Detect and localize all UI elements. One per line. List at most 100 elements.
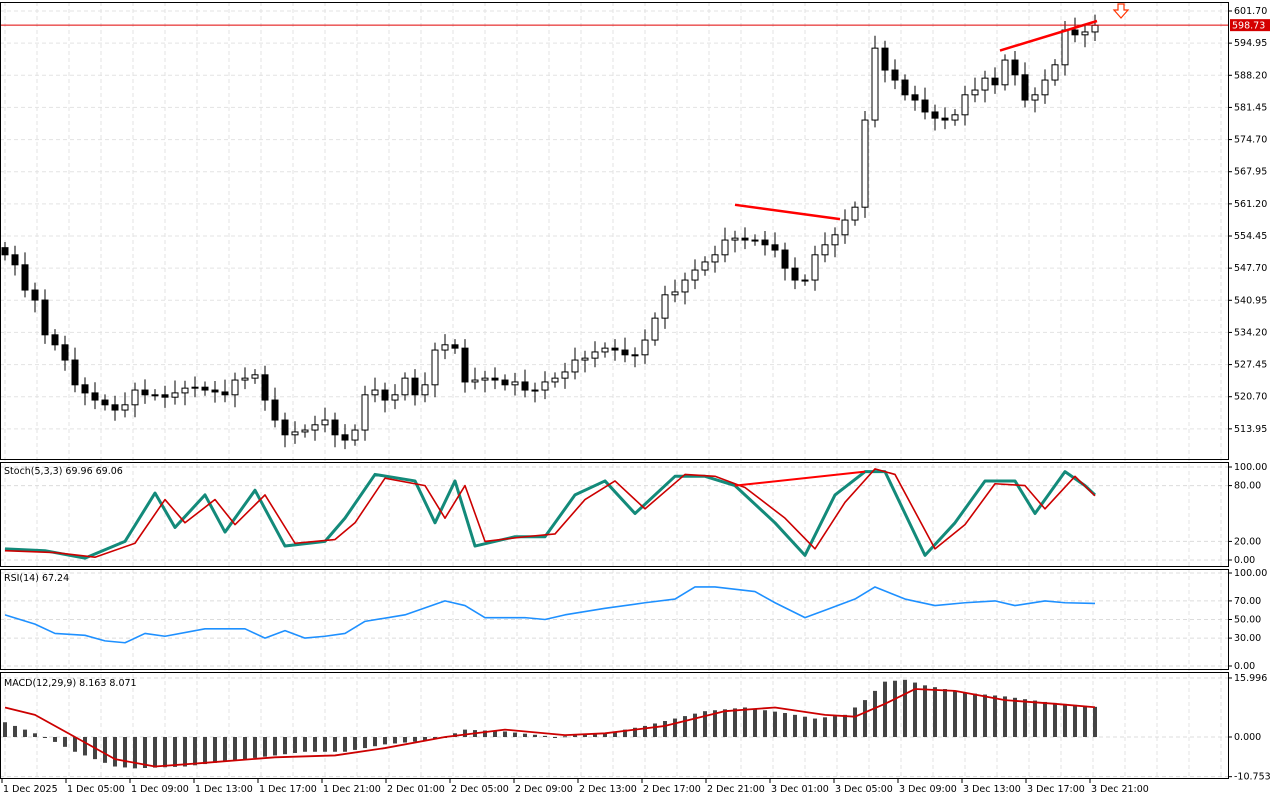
macd-histogram-bar [83,737,87,756]
bull-candle [631,354,639,357]
macd-histogram-bar [1013,697,1017,737]
macd-histogram-bar [763,710,767,737]
bull-candle [731,237,739,241]
bull-candle [401,377,409,396]
bear-candle [491,377,499,381]
x-tick-label: 1 Dec 09:00 [131,784,189,795]
stoch-label: Stoch(5,3,3) 69.96 69.06 [4,466,123,477]
bear-candle [891,69,899,81]
x-tick-label: 3 Dec 21:00 [1091,784,1149,795]
macd-histogram-bar [113,737,117,767]
bear-candle [381,389,389,401]
y-tick-label: 581.45 [1234,102,1267,113]
macd-panel-frame [0,672,1229,779]
y-tick-label: 30.00 [1234,633,1261,644]
macd-histogram-bar [373,737,377,747]
macd-histogram-bar [633,727,637,737]
bear-candle [101,399,109,406]
macd-histogram-bar [33,733,37,737]
current-price-label: 598.73 [1232,21,1265,32]
bear-candle [91,392,99,401]
bull-candle [421,384,429,396]
bear-candle [331,419,339,436]
bull-candle [181,387,189,394]
macd-histogram-bar [943,689,947,737]
macd-histogram-bar [693,713,697,737]
bull-candle [291,431,299,436]
macd-histogram-bar [53,737,57,742]
x-tick-label: 3 Dec 17:00 [1027,784,1085,795]
macd-signal-line [4,688,1096,768]
macd-histogram-bar [823,717,827,737]
bull-candle [1031,94,1039,101]
macd-histogram-bar [173,737,177,767]
macd-histogram-bar [593,734,597,737]
macd-histogram-bar [213,737,217,763]
x-tick-label: 2 Dec 05:00 [451,784,509,795]
macd-histogram-bar [133,737,137,769]
bear-candle [931,111,939,119]
bull-candle [1061,29,1069,66]
x-tick-label: 1 Dec 21:00 [323,784,381,795]
macd-histogram-bar [1053,702,1057,737]
macd-histogram-bar [1003,696,1007,737]
macd-histogram-bar [13,725,17,737]
macd-histogram-bar [153,737,157,768]
x-tick-label: 2 Dec 21:00 [707,784,765,795]
macd-histogram-bar [3,722,7,737]
macd-histogram-bar [993,695,997,737]
x-tick-label: 1 Dec 05:00 [67,784,125,795]
bull-candle [121,404,129,411]
macd-histogram-bar [353,737,357,750]
y-tick-label: 547.70 [1234,263,1267,274]
macd-histogram-bar [563,736,567,738]
bull-candle [821,244,829,256]
bull-candle [591,351,599,359]
bull-candle [661,294,669,319]
macd-histogram-bar [343,737,347,752]
macd-histogram-bar [533,734,537,737]
macd-histogram-bar [813,718,817,737]
stoch-panel-frame [0,462,1229,567]
macd-histogram-bar [363,737,367,749]
bull-candle [481,377,489,381]
macd-histogram-bar [103,737,107,763]
bull-candle [871,47,879,121]
macd-histogram-bar [663,721,667,737]
macd-histogram-bar [23,729,27,737]
bear-candle [281,419,289,436]
bear-candle [61,344,69,361]
bear-candle [221,391,229,396]
y-tick-label: 100.00 [1234,462,1267,473]
macd-histogram-bar [673,718,677,737]
stoch-d-line [4,468,1096,559]
bull-candle [1001,59,1009,86]
macd-histogram-bar [333,737,337,752]
chart-marks [0,3,1228,769]
bear-candle [501,379,509,386]
bull-candle [311,424,319,431]
bull-candle [551,377,559,383]
bear-candle [941,117,949,121]
sell-arrow-icon [1112,3,1130,19]
bull-candle [1081,31,1089,36]
bear-candle [41,299,49,336]
y-tick-label: -10.753 [1234,772,1271,783]
bear-candle [111,404,119,411]
bear-candle [611,347,619,351]
macd-histogram-bar [983,694,987,737]
macd-histogram-bar [523,733,527,737]
macd-histogram-bar [963,692,967,737]
x-tick-label: 1 Dec 13:00 [195,784,253,795]
bear-candle [261,374,269,401]
x-tick-label: 3 Dec 01:00 [771,784,829,795]
macd-histogram-bar [393,737,397,744]
bull-candle [581,357,589,361]
y-tick-label: 70.00 [1234,596,1261,607]
macd-histogram-bar [463,729,467,737]
macd-histogram-bar [1083,705,1087,737]
macd-histogram-bar [863,700,867,737]
macd-histogram-bar [613,731,617,737]
bear-candle [1071,29,1079,36]
